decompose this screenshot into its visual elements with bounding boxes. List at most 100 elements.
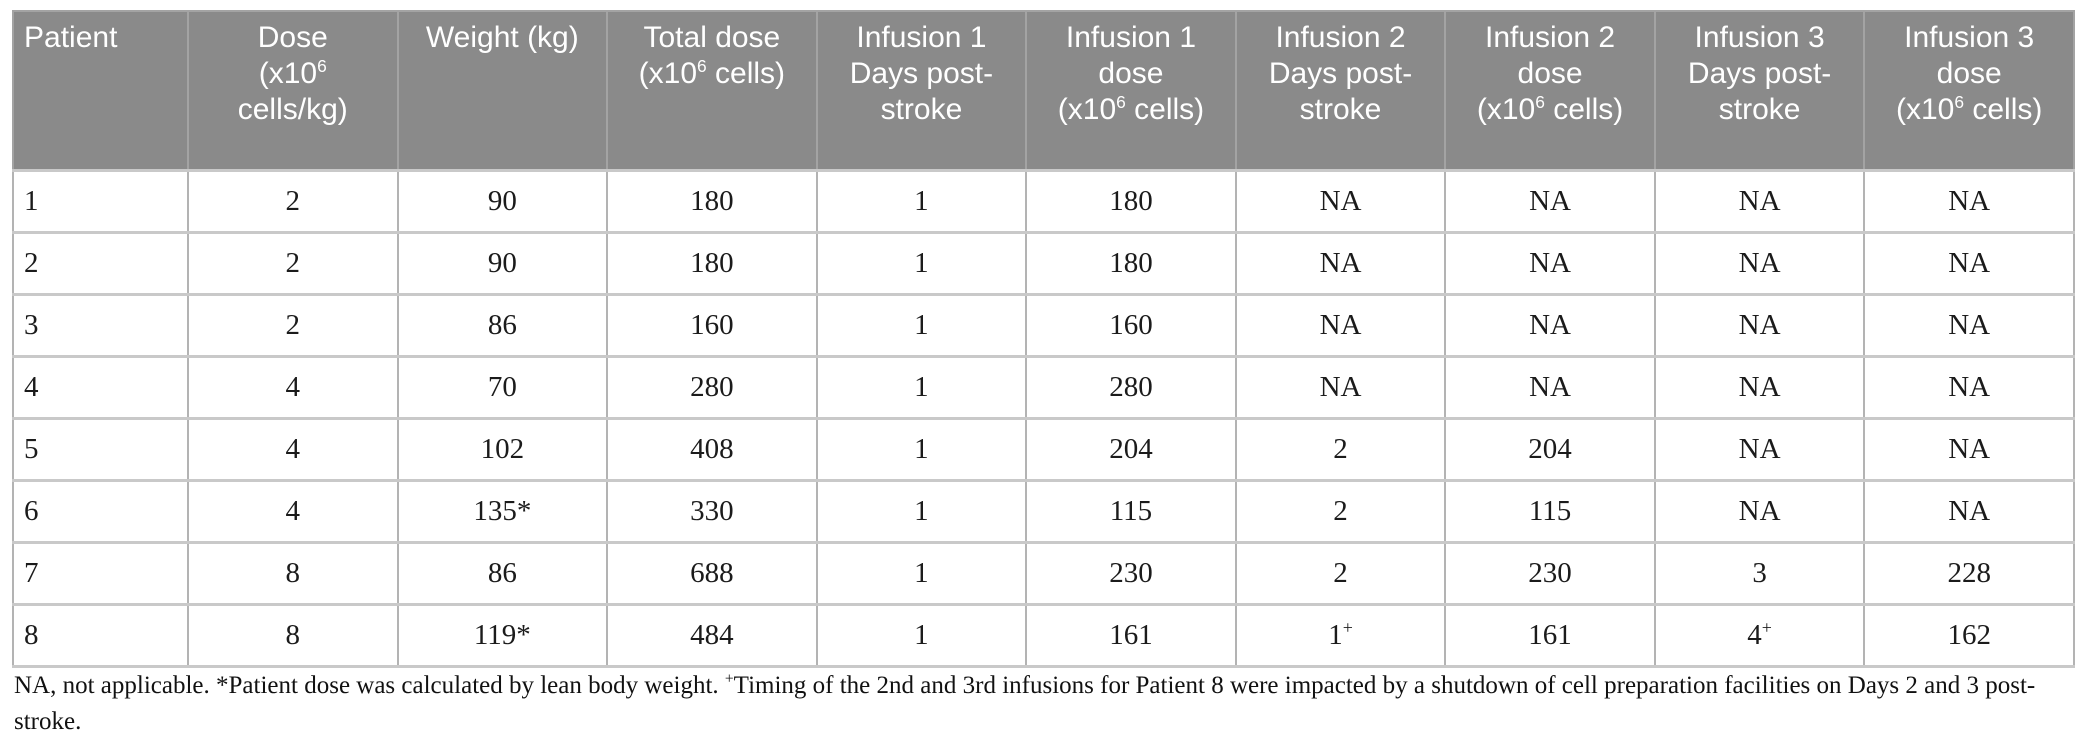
column-header-1: Patient	[12, 10, 189, 172]
table-cell: 2	[187, 293, 399, 358]
table-cell: 119*	[396, 603, 609, 668]
table-cell: 115	[1444, 479, 1656, 544]
column-header-9: Infusion 3 Days post-stroke	[1653, 10, 1866, 172]
table-cell: NA	[1653, 293, 1866, 358]
table-cell: NA	[1444, 231, 1656, 296]
table-cell: 86	[396, 541, 609, 606]
table-cell: 2	[1234, 541, 1447, 606]
patient-dose-table: Patient Dose (x106 cells/kg) Weight (kg) Tota…	[12, 10, 2075, 668]
table-cell: NA	[1444, 293, 1656, 358]
table-cell: 1	[815, 169, 1028, 234]
table-row-2: 2 2 90 180 1 180 NA NA NA NA	[12, 231, 2075, 296]
column-header-line: stroke	[1299, 93, 1382, 126]
table-cell: NA	[1234, 355, 1447, 420]
table-cell: 1	[815, 603, 1028, 668]
superscript: 6	[1116, 92, 1126, 112]
column-header-line: Dose	[257, 21, 328, 54]
column-header-line: dose	[1098, 57, 1164, 90]
column-header-line: dose	[1936, 57, 2002, 90]
table-row-7: 7 8 86 688 1 230 2 230 3 228	[12, 541, 2075, 606]
table-cell: 180	[606, 231, 818, 296]
table-cell: NA	[1863, 479, 2075, 544]
superscript: 6	[697, 56, 707, 76]
table-cell: 2	[187, 231, 399, 296]
table-cell: 228	[1863, 541, 2075, 606]
table-head: Patient Dose (x106 cells/kg) Weight (kg) Tota…	[12, 10, 2075, 172]
table-cell: NA	[1653, 479, 1866, 544]
table-cell: 7	[12, 541, 189, 606]
column-header-line: (x106 cells)	[1057, 92, 1205, 126]
table-cell: NA	[1444, 355, 1656, 420]
table-cell: NA	[1234, 293, 1447, 358]
table-cell: 2	[12, 231, 189, 296]
table-cell: 70	[396, 355, 609, 420]
table-cell: 230	[1025, 541, 1237, 606]
superscript: 6	[1535, 92, 1545, 112]
column-header-line: (x106 cells)	[1476, 92, 1624, 126]
table-cell: NA	[1444, 169, 1656, 234]
column-header-line: (x106 cells)	[1896, 92, 2043, 126]
table-cell: 4	[12, 355, 189, 420]
table-cell: 280	[1025, 355, 1237, 420]
column-header-line: (x106 cells)	[638, 56, 786, 90]
column-header-line: Weight (kg)	[425, 21, 579, 54]
table-cell: NA	[1863, 169, 2075, 234]
table-row-4: 4 4 70 280 1 280 NA NA NA NA	[12, 355, 2075, 420]
table-cell: 688	[606, 541, 818, 606]
superscript: +	[1761, 617, 1772, 638]
column-header-line: dose	[1517, 57, 1583, 90]
column-header-line: Infusion 2	[1485, 21, 1616, 54]
table-cell: 161	[1444, 603, 1656, 668]
column-header-line: Days post-	[1268, 57, 1413, 90]
table-cell: 160	[606, 293, 818, 358]
table-cell: 1	[815, 231, 1028, 296]
table-cell: NA	[1234, 231, 1447, 296]
column-header-7: Infusion 2 Days post-stroke	[1234, 10, 1447, 172]
table-cell: 204	[1025, 417, 1237, 482]
table-cell: 180	[1025, 169, 1237, 234]
column-header-line: Infusion 1	[1065, 21, 1196, 54]
superscript: +	[1342, 617, 1353, 638]
table-cell: 1	[815, 355, 1028, 420]
table-cell: 8	[187, 603, 399, 668]
table-cell: 160	[1025, 293, 1237, 358]
table-cell: 2	[187, 169, 399, 234]
column-header-line: Total dose	[643, 21, 781, 54]
column-header-line: stroke	[1718, 93, 1801, 126]
table-cell: 115	[1025, 479, 1237, 544]
table-cell: 162	[1863, 603, 2075, 668]
column-header-6: Infusion 1 dose (x106 cells)	[1025, 10, 1237, 172]
column-header-line: (x106	[258, 56, 327, 90]
table-cell: 90	[396, 169, 609, 234]
table-cell: 4+	[1653, 603, 1866, 668]
table-cell: 1	[815, 293, 1028, 358]
table-cell: NA	[1863, 231, 2075, 296]
table-cell: 4	[187, 355, 399, 420]
column-header-line: Infusion 1	[856, 21, 987, 54]
column-header-line: cells/kg)	[237, 93, 348, 126]
table-cell: 1	[815, 417, 1028, 482]
table-cell: 3	[1653, 541, 1866, 606]
column-header-2: Dose (x106 cells/kg)	[187, 10, 399, 172]
table-body: 1 2 90 180 1 180 NA NA NA NA 2 2 90 180 1 180 NA NA NA NA 3 2…	[12, 169, 2075, 668]
table-cell: 3	[12, 293, 189, 358]
column-header-8: Infusion 2 dose (x106 cells)	[1444, 10, 1656, 172]
table-footnote: NA, not applicable. *Patient dose was ca…	[14, 670, 2036, 735]
table-cell: 4	[187, 479, 399, 544]
table-cell: 280	[606, 355, 818, 420]
table-cell: 230	[1444, 541, 1656, 606]
table-cell: 180	[606, 169, 818, 234]
column-header-10: Infusion 3 dose (x106 cells)	[1863, 10, 2075, 172]
table-cell: 2	[1234, 479, 1447, 544]
table-row-3: 3 2 86 160 1 160 NA NA NA NA	[12, 293, 2075, 358]
table-cell: 90	[396, 231, 609, 296]
table-cell: 86	[396, 293, 609, 358]
table-cell: 1	[815, 541, 1028, 606]
table-cell: 1	[815, 479, 1028, 544]
column-header-line: Days post-	[849, 57, 994, 90]
table-cell: 330	[606, 479, 818, 544]
table-cell: 5	[12, 417, 189, 482]
column-header-line: Patient	[24, 21, 118, 54]
superscript: +	[724, 670, 734, 688]
